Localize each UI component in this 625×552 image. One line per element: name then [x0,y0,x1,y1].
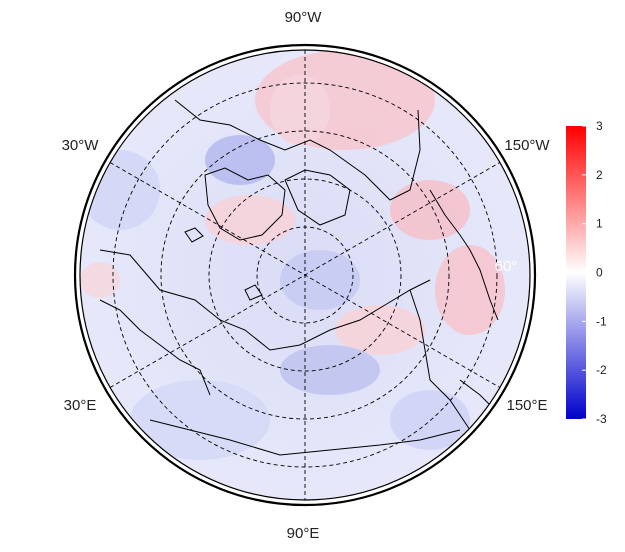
lon-label-150w: 150°W [504,137,550,154]
lon-label-150e: 150°E [506,397,547,414]
map-frame [73,43,537,507]
north-america-coast [174,99,421,201]
lon-label-90e: 90°E [287,525,320,542]
map-boundary [79,49,531,501]
lon-label-90w: 90°W [285,9,323,26]
graticule [109,50,501,500]
lon-label-30w: 30°W [62,137,100,154]
scandinavia-coast [99,299,211,396]
colorbar-gradient [566,126,586,419]
latitude-circle-60 [160,130,450,420]
coastlines [99,99,499,456]
colorbar-tick-label: -2 [596,363,607,377]
colorbar-tick-label: 2 [596,168,603,182]
colorbar-tick-label: -3 [596,412,607,426]
siberia-coast [409,289,471,431]
colorbar-ticks: 3 2 1 0 -1 -2 -3 [582,119,607,426]
colorbar-tick-label: 0 [596,266,603,280]
greenland-coast [204,167,286,241]
colorbar-tick-label: -1 [596,314,607,328]
map-disk [80,50,530,500]
meridian-30e-150w [109,162,501,388]
lat-label-60: 60° [495,258,518,275]
alaska-coast [429,189,499,321]
iceland-coast [184,227,204,243]
colorbar-tick-label: 1 [596,217,603,231]
svalbard-coast [244,284,263,301]
colorbar: 3 2 1 0 -1 -2 -3 [566,119,607,426]
colorbar-tick-label: 3 [596,119,603,133]
eurasia-arctic-coast [99,249,431,351]
lon-label-30e: 30°E [64,397,97,414]
canadian-archipelago-coast [284,169,351,226]
